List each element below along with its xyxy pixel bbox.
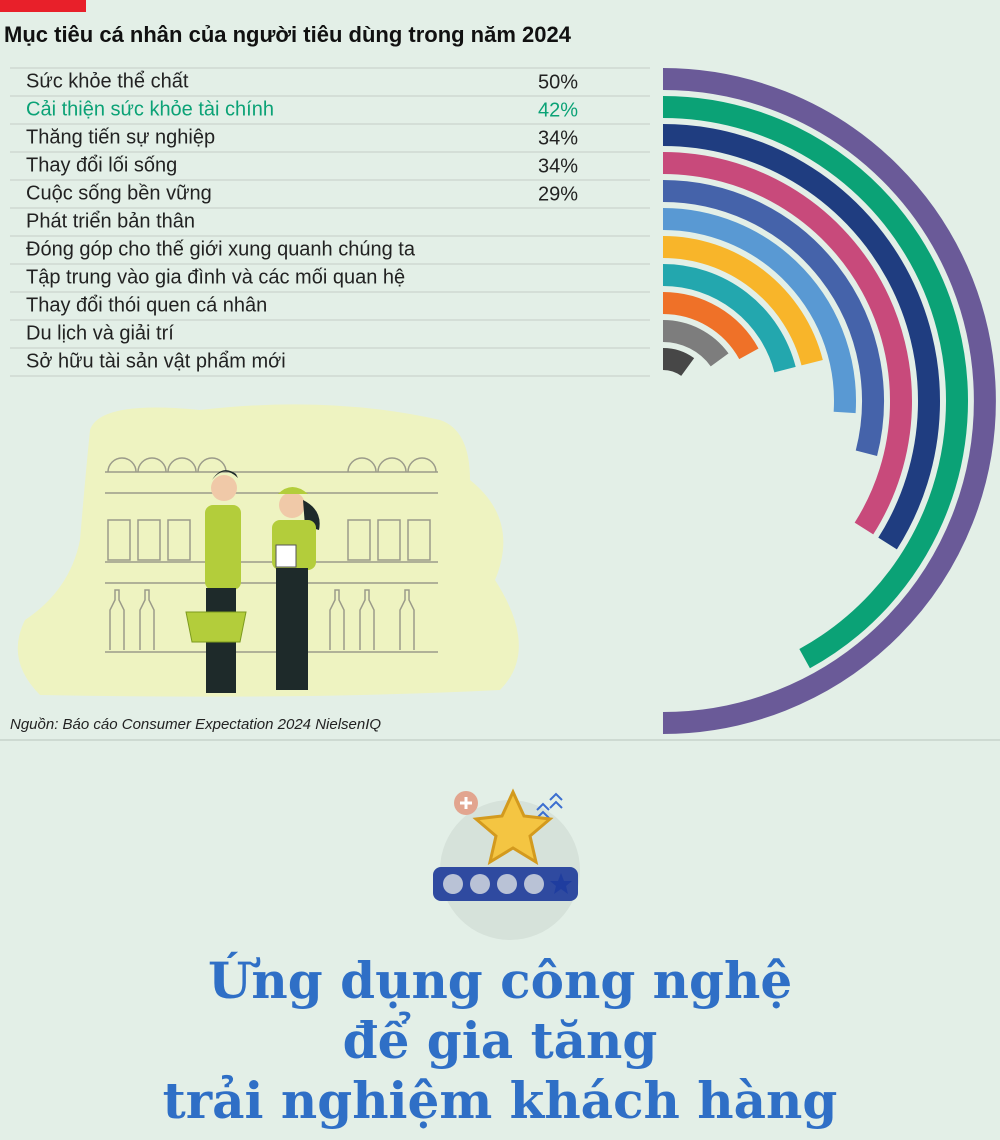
accent-bar (0, 0, 86, 12)
category-label: Thay đổi thói quen cá nhân (26, 294, 267, 316)
headline: để gia tăng (343, 1010, 658, 1070)
category-label: Đóng góp cho thế giới xung quanh chúng t… (26, 238, 416, 260)
arc-bar (662, 180, 884, 456)
value-label: 34% (538, 127, 578, 149)
value-label: 29% (538, 183, 578, 205)
arc-bar (662, 320, 729, 367)
arc-bar (662, 208, 856, 414)
category-label: Thăng tiến sự nghiệp (26, 126, 215, 148)
arc-bar (662, 236, 823, 366)
category-label: Tập trung vào gia đình và các mối quan h… (26, 266, 405, 288)
source: Nguồn: Báo cáo Consumer Expectation 2024… (10, 716, 381, 733)
arc-bar (662, 264, 796, 373)
category-label: Sức khỏe thể chất (26, 70, 189, 92)
category-label: Cuộc sống bền vững (26, 182, 212, 204)
arc-bar (662, 124, 940, 550)
headline: Ứng dụng công nghệ (208, 951, 792, 1010)
headline: trải nghiệm khách hàng (163, 1071, 838, 1130)
illustration (17, 404, 519, 697)
arc-bar (662, 292, 759, 360)
category-label: Du lịch và giải trí (26, 322, 174, 344)
value-label: 50% (538, 71, 578, 93)
category-label: Thay đổi lối sống (26, 154, 177, 176)
category-label: Cải thiện sức khỏe tài chính (26, 98, 274, 120)
category-label: Sở hữu tài sản vật phẩm mới (26, 350, 286, 372)
value-label: 34% (538, 155, 578, 177)
arc-bar (662, 152, 912, 535)
category-label: Phát triển bản thân (26, 210, 195, 232)
chart-title: Mục tiêu cá nhân của người tiêu dùng tro… (4, 22, 572, 47)
value-label: 42% (538, 99, 578, 121)
arc-bar (662, 96, 968, 669)
star-icon (433, 788, 580, 940)
arc-bar (662, 348, 695, 377)
arc-bar (662, 68, 996, 734)
